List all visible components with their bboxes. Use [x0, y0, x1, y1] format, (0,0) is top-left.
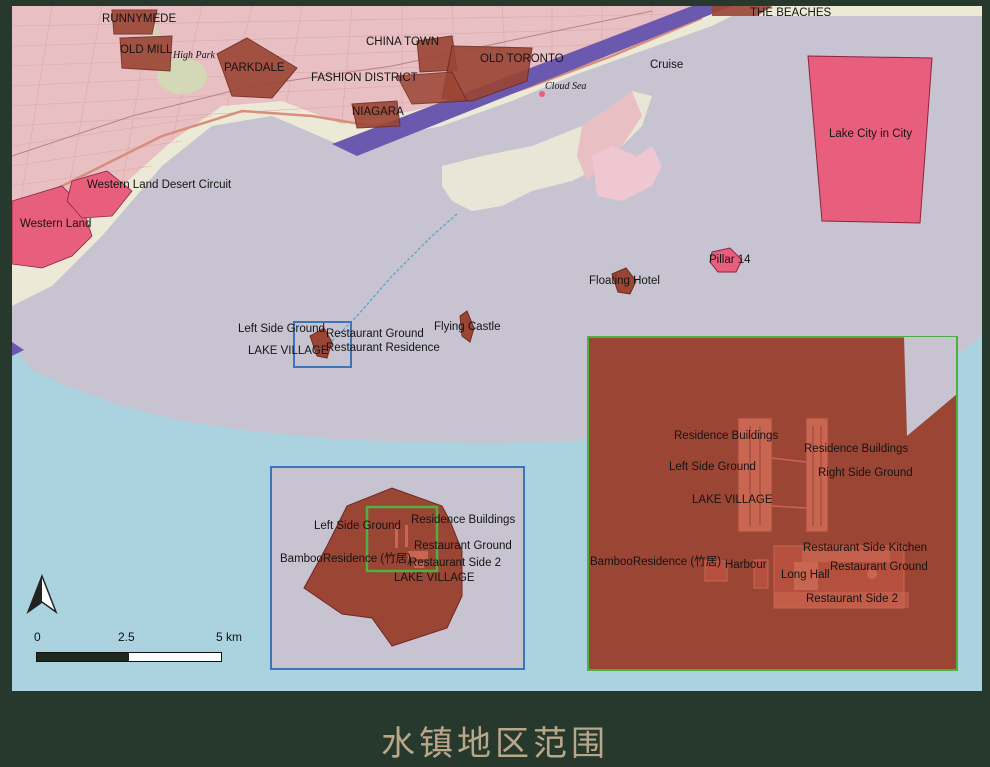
- channel: [332, 6, 732, 156]
- pillar-14-zone: [709, 247, 743, 273]
- edge-triangle: [12, 342, 24, 356]
- map-caption: 水镇地区范围: [381, 724, 609, 764]
- runnymede-zone: [111, 9, 158, 35]
- map-canvas[interactable]: [12, 6, 982, 691]
- inset-mid-label-bamboo-residence: BambooResidence (竹居): [280, 553, 412, 565]
- inset-right-water: [904, 337, 957, 436]
- residence-building-left: [737, 417, 773, 533]
- restaurant-ground-dot: [867, 569, 877, 579]
- inset-right-label-bamboo-residence: BambooResidence (竹居): [590, 556, 722, 568]
- label-fashion-district: FASHION DISTRICT: [311, 72, 418, 84]
- label-old-mill: OLD MILL: [120, 44, 173, 56]
- inset-mid: [270, 466, 525, 670]
- inset-right-label-right-side-ground: Right Side Ground: [818, 467, 913, 479]
- label-flying-castle: Flying Castle: [434, 321, 501, 333]
- ferry-route: [331, 213, 458, 342]
- beaches-zone: [712, 6, 772, 16]
- inset-right-label-restaurant-ground: Restaurant Ground: [830, 561, 928, 573]
- label-restaurant-ground: Restaurant Ground: [326, 328, 424, 340]
- inset-right: [587, 336, 958, 671]
- inset-locator-green: [365, 505, 439, 573]
- label-pillar-14: Pillar 14: [709, 254, 751, 266]
- label-high-park: High Park: [173, 50, 215, 61]
- scale-tick-0: 0: [34, 630, 41, 644]
- label-runnymede: RUNNYMEDE: [102, 13, 177, 25]
- inset-mid-label-residence-buildings: Residence Buildings: [411, 514, 516, 526]
- inset-right-label-restaurant-side-2: Restaurant Side 2: [806, 593, 899, 605]
- inset-right-label-left-side-ground: Left Side Ground: [669, 461, 756, 473]
- label-western-land-desert-circuit: Western Land Desert Circuit: [87, 179, 232, 191]
- inset-right-label-residence-buildings-left: Residence Buildings: [674, 430, 779, 442]
- label-parkdale: PARKDALE: [224, 62, 285, 74]
- restaurant-side-2-block: [774, 592, 909, 608]
- label-old-toronto: OLD TORONTO: [480, 53, 564, 65]
- label-floating-hotel: Floating Hotel: [589, 275, 660, 287]
- inset-mid-label-restaurant-side-2: Restaurant Side 2: [409, 557, 502, 569]
- label-china-town: CHINA TOWN: [366, 36, 440, 48]
- inset-mid-village: [303, 487, 463, 647]
- lake-city-zone: [807, 55, 933, 224]
- inset-mid-label-restaurant-ground: Restaurant Ground: [414, 540, 512, 552]
- inset-right-label-residence-buildings-right: Residence Buildings: [804, 443, 909, 455]
- inset-mid-label-lake-village: LAKE VILLAGE: [394, 572, 475, 584]
- lake-village-zone: [309, 327, 333, 359]
- cloud-sea-marker: [539, 91, 545, 97]
- flying-castle-zone: [459, 310, 475, 343]
- old-mill-zone: [119, 35, 173, 72]
- restaurant-side-kitchen-block: [802, 550, 890, 562]
- label-lake-village: LAKE VILLAGE: [248, 345, 329, 357]
- label-cruise: Cruise: [650, 59, 684, 71]
- harbour-block: [753, 559, 769, 589]
- scale-tick-2-5: 2.5: [118, 630, 135, 644]
- long-hall-block: [794, 562, 818, 590]
- label-lake-city-in-city: Lake City in City: [829, 128, 913, 140]
- label-cloud-sea: Cloud Sea: [545, 81, 587, 92]
- label-restaurant-residence: Restaurant Residence: [326, 342, 440, 354]
- floating-hotel-zone: [611, 267, 637, 295]
- label-western-land: Western Land: [20, 218, 92, 230]
- inset-right-label-restaurant-side-kitchen: Restaurant Side Kitchen: [803, 542, 928, 554]
- rail-line: [12, 10, 653, 157]
- bamboo-residence-block: [704, 560, 728, 582]
- niagara-zone: [351, 100, 401, 129]
- western-land-desert-zone: [66, 170, 133, 219]
- map-view[interactable]: RUNNYMEDE OLD MILL High Park PARKDALE CH…: [12, 6, 982, 691]
- inset-right-label-long-hall: Long Hall: [781, 569, 830, 581]
- scale-bar-graphic: [36, 652, 222, 662]
- scale-bar-black-segment: [37, 653, 129, 661]
- parkdale-zone: [216, 37, 298, 99]
- scale-bar: 0 2.5 5 km: [34, 628, 254, 668]
- fashion-district-zone: [396, 71, 468, 105]
- inset-right-label-harbour: Harbour: [725, 559, 767, 571]
- residence-building-right: [805, 417, 829, 533]
- islands-urban-2: [592, 146, 662, 201]
- label-the-beaches: THE BEACHES: [750, 7, 832, 19]
- inset-locator-blue: [293, 321, 352, 368]
- inset-right-water-2: [932, 471, 957, 536]
- inset-mid-label-left-side-ground: Left Side Ground: [314, 520, 401, 532]
- north-arrow-icon: [26, 574, 58, 614]
- inset-right-label-lake-village: LAKE VILLAGE: [692, 494, 773, 506]
- scale-tick-5km: 5 km: [216, 630, 243, 644]
- highway: [12, 16, 703, 213]
- label-left-side-ground: Left Side Ground: [238, 323, 325, 335]
- label-niagara: NIAGARA: [352, 106, 404, 118]
